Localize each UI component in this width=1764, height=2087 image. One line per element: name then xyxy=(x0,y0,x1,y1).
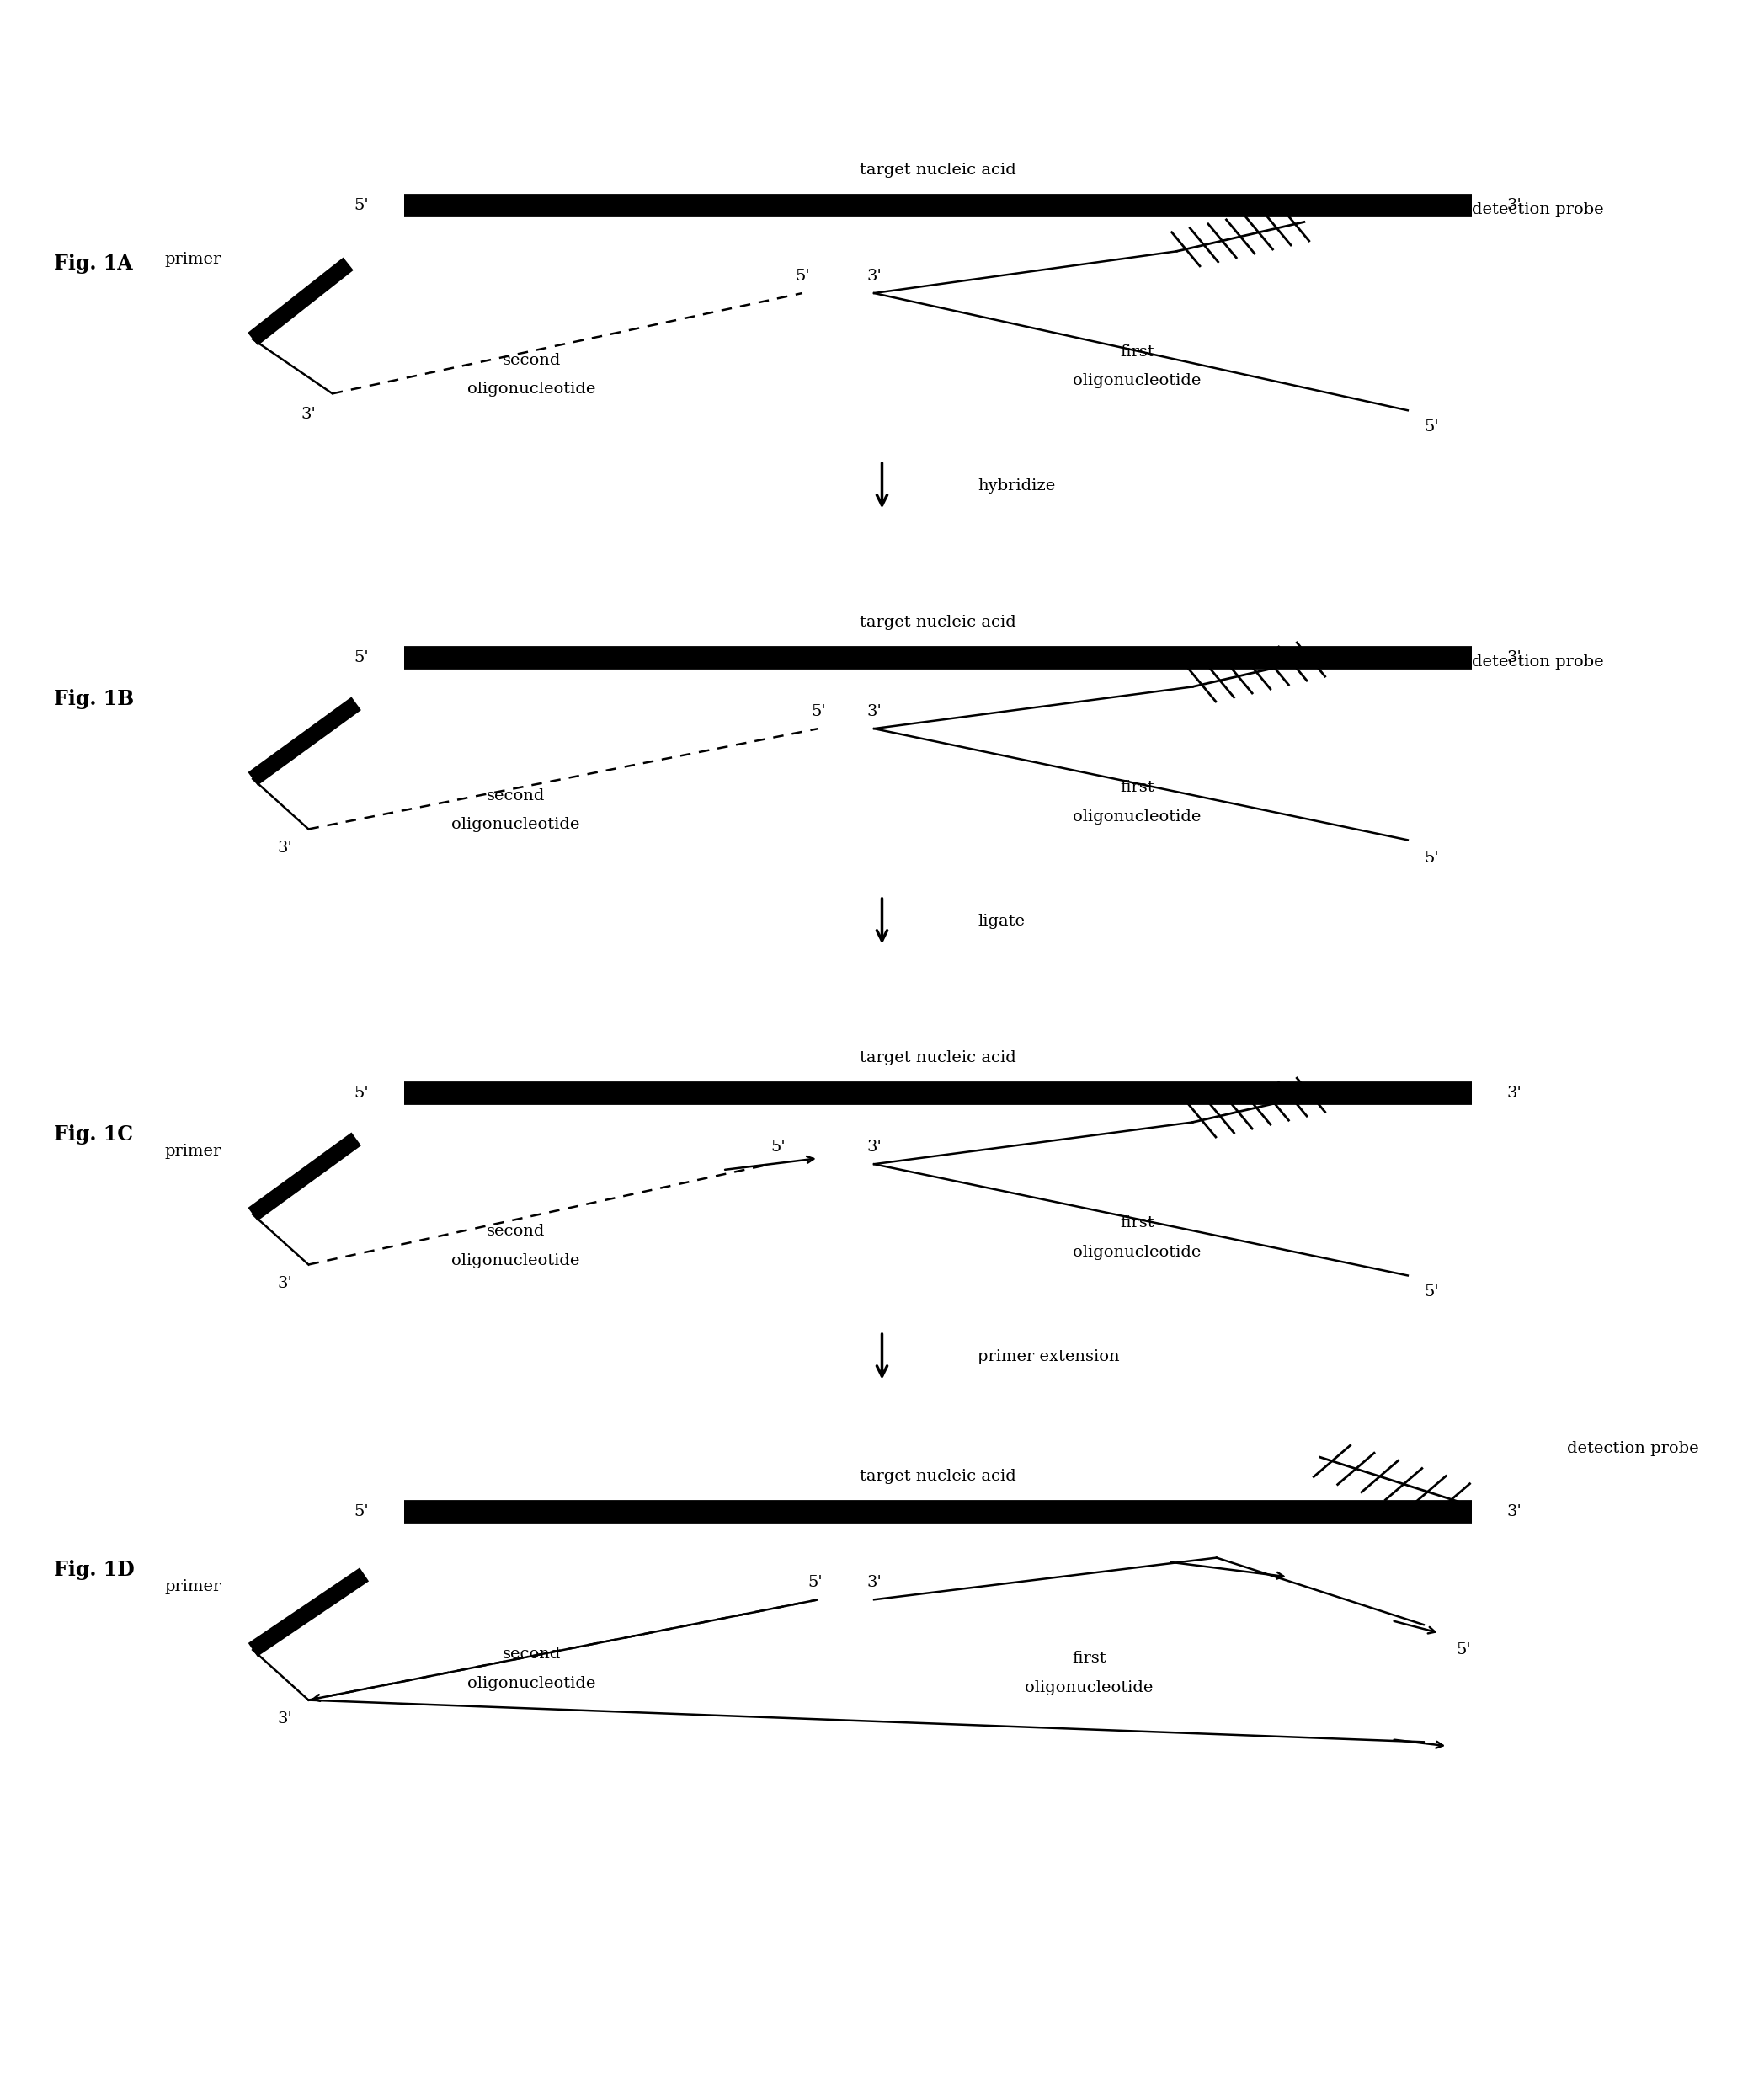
Text: primer: primer xyxy=(164,1580,220,1594)
Text: 5': 5' xyxy=(355,198,369,213)
Text: 5': 5' xyxy=(1424,1286,1439,1300)
Text: 5': 5' xyxy=(355,1505,369,1519)
Text: oligonucleotide: oligonucleotide xyxy=(1025,1680,1154,1695)
Text: primer extension: primer extension xyxy=(977,1348,1120,1365)
Text: first: first xyxy=(1120,781,1154,795)
Text: hybridize: hybridize xyxy=(977,478,1055,493)
Text: first: first xyxy=(1120,1215,1154,1231)
Text: 3': 3' xyxy=(1506,198,1521,213)
Text: oligonucleotide: oligonucleotide xyxy=(452,1252,580,1269)
Text: 5': 5' xyxy=(1424,851,1439,866)
Text: 5': 5' xyxy=(355,649,369,666)
Text: Fig. 1B: Fig. 1B xyxy=(53,689,134,710)
Text: Fig. 1C: Fig. 1C xyxy=(53,1125,132,1146)
Text: oligonucleotide: oligonucleotide xyxy=(1073,374,1201,388)
Text: detection probe: detection probe xyxy=(1566,1442,1699,1457)
Text: target nucleic acid: target nucleic acid xyxy=(859,1050,1016,1064)
Text: 5': 5' xyxy=(811,703,826,720)
Text: target nucleic acid: target nucleic acid xyxy=(859,163,1016,177)
Text: 3': 3' xyxy=(866,703,882,720)
Text: ligate: ligate xyxy=(977,914,1025,929)
Text: 3': 3' xyxy=(1506,1085,1521,1100)
Text: 3': 3' xyxy=(1506,649,1521,666)
Text: target nucleic acid: target nucleic acid xyxy=(859,1469,1016,1484)
Text: 5': 5' xyxy=(1424,419,1439,434)
Text: first: first xyxy=(1120,344,1154,359)
Text: target nucleic acid: target nucleic acid xyxy=(859,616,1016,630)
Text: 5': 5' xyxy=(355,1085,369,1100)
Text: oligonucleotide: oligonucleotide xyxy=(467,382,596,397)
Text: 3': 3' xyxy=(277,841,293,856)
Text: 5': 5' xyxy=(771,1140,787,1154)
Text: second: second xyxy=(503,1647,561,1661)
Text: Fig. 1A: Fig. 1A xyxy=(53,255,132,273)
Text: detection probe: detection probe xyxy=(1471,653,1603,670)
Text: 3': 3' xyxy=(1506,1505,1521,1519)
Text: second: second xyxy=(503,353,561,367)
Text: oligonucleotide: oligonucleotide xyxy=(452,818,580,833)
Text: 5': 5' xyxy=(796,269,810,284)
Text: oligonucleotide: oligonucleotide xyxy=(1073,1244,1201,1261)
Text: 3': 3' xyxy=(277,1711,293,1726)
Text: second: second xyxy=(487,1223,545,1240)
Text: oligonucleotide: oligonucleotide xyxy=(1073,810,1201,824)
Text: 3': 3' xyxy=(277,1277,293,1292)
Text: oligonucleotide: oligonucleotide xyxy=(467,1676,596,1690)
Text: detection probe: detection probe xyxy=(1471,202,1603,217)
Text: 3': 3' xyxy=(866,1140,882,1154)
Text: 5': 5' xyxy=(808,1576,822,1590)
Text: 5': 5' xyxy=(1455,1642,1471,1657)
Text: primer: primer xyxy=(164,253,220,267)
Text: 3': 3' xyxy=(302,407,316,422)
Text: Fig. 1D: Fig. 1D xyxy=(53,1561,134,1580)
Text: first: first xyxy=(1073,1651,1106,1665)
Text: primer: primer xyxy=(164,1144,220,1158)
Text: 3': 3' xyxy=(866,269,882,284)
Text: second: second xyxy=(487,789,545,803)
Text: 3': 3' xyxy=(866,1576,882,1590)
